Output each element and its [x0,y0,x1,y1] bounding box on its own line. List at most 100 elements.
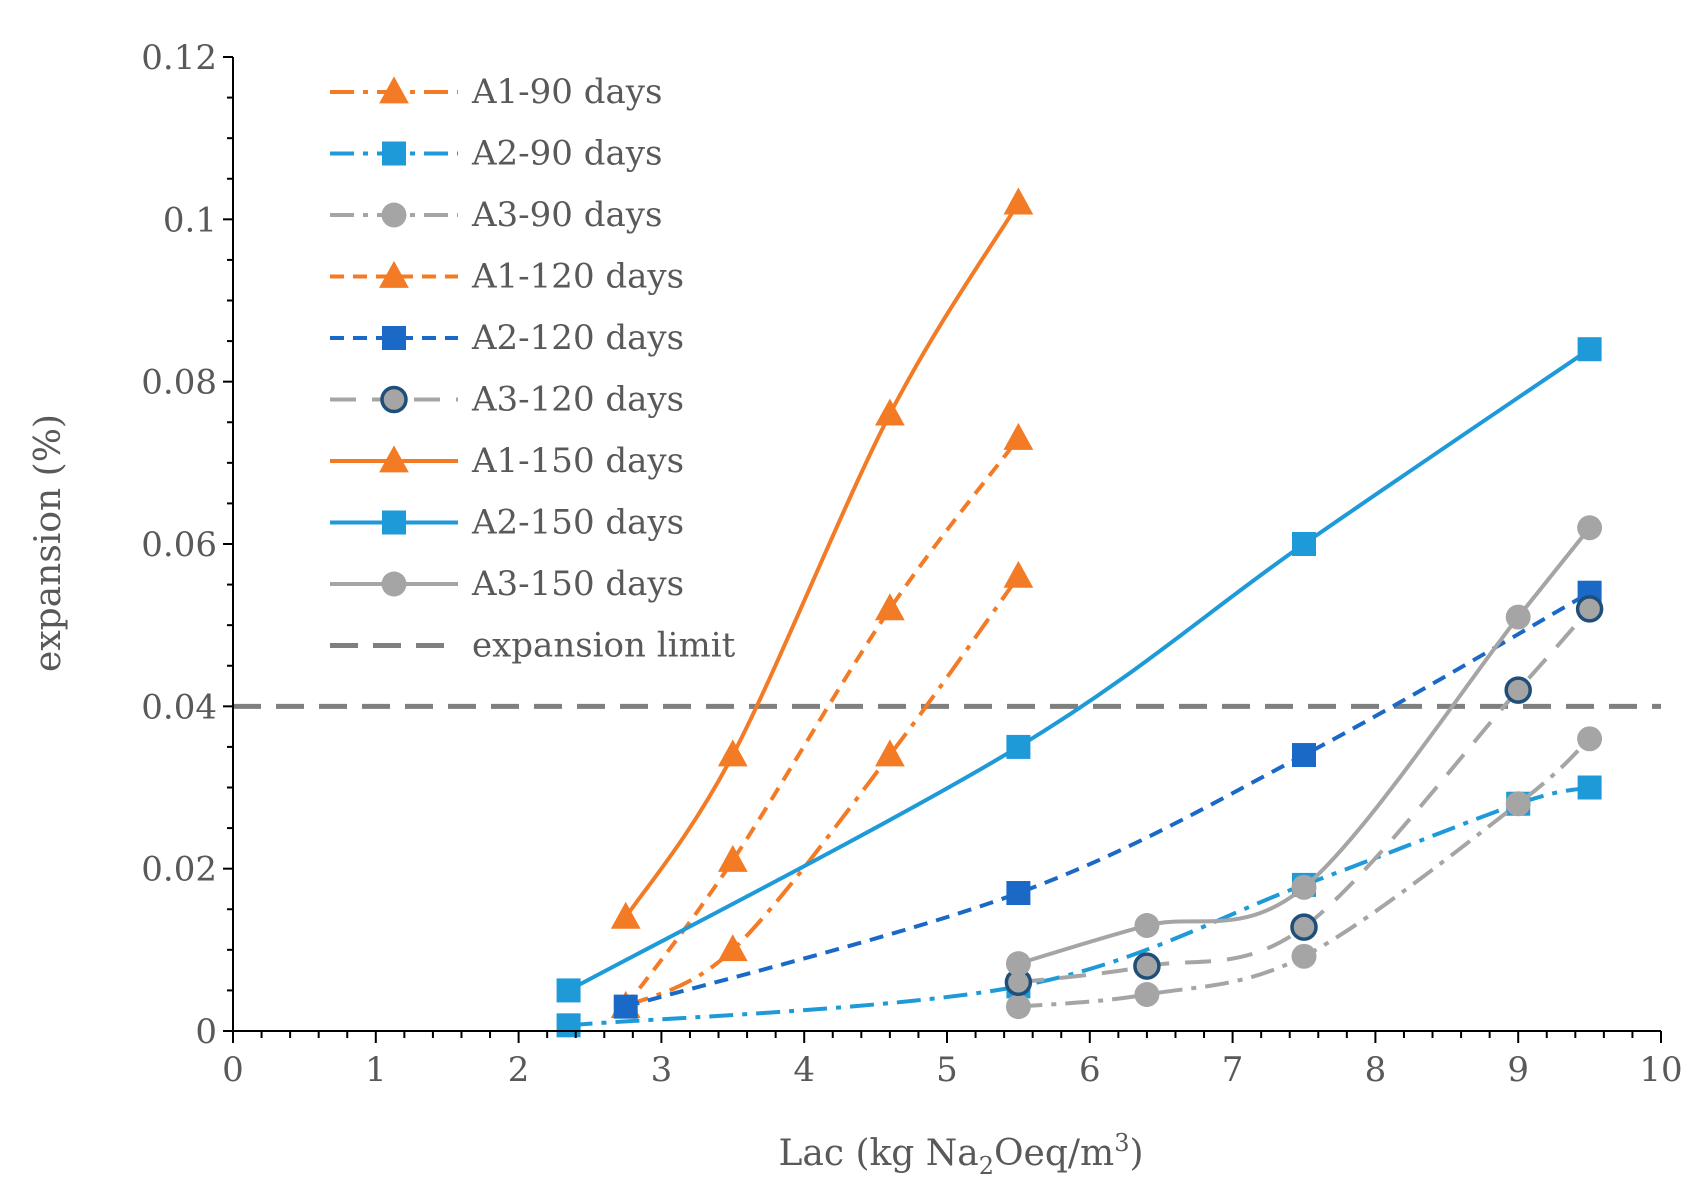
legend-label: A2-120 days [471,318,684,358]
data-point [1577,726,1603,752]
series-line [625,590,1591,1009]
data-point [1505,604,1531,630]
legend-marker [381,571,407,597]
x-tick-label: 0 [222,1050,244,1090]
series-a3-120-days [1004,595,1604,997]
data-point [1291,943,1317,969]
y-axis-label: expansion (%) [28,414,69,672]
legend-label: A2-150 days [471,503,684,543]
data-point [875,739,905,767]
data-point [1577,775,1602,800]
data-point [1003,187,1034,215]
data-point [717,739,748,767]
legend-marker [379,76,409,104]
axes: 0 0.02 0.04 0.06 0.08 0.1 0.12 0 1 2 3 4 5 6 7 8 9 10 [141,38,1682,1090]
legend-entry: A2-90 days [330,134,662,174]
y-tick-label: 0.04 [141,687,217,727]
x-axis-label: Lac (kg Na2Oeq/m3) [778,1129,1143,1180]
legend-marker [382,141,406,166]
data-point [1134,981,1160,1007]
legend-label: A1-120 days [471,257,684,297]
legend-entry: expansion limit [330,626,736,666]
series-line [624,437,1020,1008]
legend-entry: A3-120 days [330,380,684,420]
legend-entry: A2-150 days [330,503,684,543]
legend-marker [382,326,406,350]
x-tick-label: 3 [651,1050,673,1090]
data-point [875,398,905,426]
legend-label: A1-90 days [471,72,662,112]
y-tick-label: 0.1 [163,200,217,240]
legend-label: expansion limit [472,626,736,666]
data-point [1292,743,1316,768]
series-line [624,575,1021,1009]
y-tick-label: 0.12 [141,38,217,78]
data-point [1577,337,1602,362]
data-point [1134,913,1160,938]
series-line [567,347,1591,993]
y-tick-label: 0.08 [141,363,217,403]
x-tick-label: 6 [1079,1050,1101,1090]
data-point [1005,994,1031,1020]
data-point [1003,560,1034,588]
x-tick-label: 10 [1639,1050,1682,1090]
data-point [1505,791,1531,817]
data-point [1290,913,1318,941]
x-tick-label: 2 [508,1050,530,1090]
legend-entry: A1-90 days [330,72,662,112]
plot-lines [233,187,1661,1038]
series-a3-90-days [1005,726,1603,1020]
data-point [717,934,748,962]
data-point [1133,952,1161,980]
data-point [1292,532,1316,556]
series-a2-150-days [556,337,1602,1003]
legend-marker [380,385,408,414]
legend-marker [382,510,406,535]
x-tick-label: 5 [936,1050,958,1090]
data-point [610,901,641,929]
y-tick-label: 0.06 [141,525,217,565]
data-point [1003,422,1034,450]
x-tick-label: 9 [1507,1050,1529,1090]
data-point [1575,595,1604,623]
x-tick-label: 8 [1365,1050,1387,1090]
legend-label: A2-90 days [471,134,662,174]
data-point [1504,676,1532,704]
series-line [1017,526,1592,966]
legend-entry: A1-150 days [330,441,684,481]
x-tick-label: 4 [793,1050,815,1090]
data-point [717,844,748,872]
data-point [556,978,581,1003]
x-tick-label: 1 [365,1050,387,1090]
legend-label: A3-90 days [471,195,662,235]
data-point [1006,734,1031,759]
series-a1-150-days [610,187,1034,929]
legend-entry: A3-90 days [330,195,662,235]
legend-label: A3-150 days [471,564,684,604]
series-line [568,785,1591,1028]
legend-entry: A1-120 days [330,257,684,297]
data-point [1291,874,1317,900]
y-tick-label: 0 [195,1012,217,1052]
legend-label: A3-120 days [471,380,684,420]
x-tick-label: 7 [1222,1050,1244,1090]
series-a3-150-days [1005,515,1603,977]
y-tick-label: 0.02 [141,850,217,890]
legend-marker [381,202,407,228]
legend-entry: A3-150 days [330,564,684,604]
data-point [556,1013,581,1038]
data-point [613,994,638,1019]
data-point [1005,951,1031,977]
series-a2-90-days [556,775,1602,1038]
data-point [1006,881,1031,906]
series-line [624,202,1021,919]
legend-label: A1-150 days [471,441,684,481]
data-point [1577,515,1603,541]
legend-marker [379,445,409,473]
series-a2-120-days [613,580,1602,1019]
data-point [875,593,905,621]
legend: A1-90 days A2-90 days A3-90 days A1-120 day… [330,72,736,666]
legend-marker [379,260,409,288]
legend-entry: A2-120 days [330,318,684,358]
